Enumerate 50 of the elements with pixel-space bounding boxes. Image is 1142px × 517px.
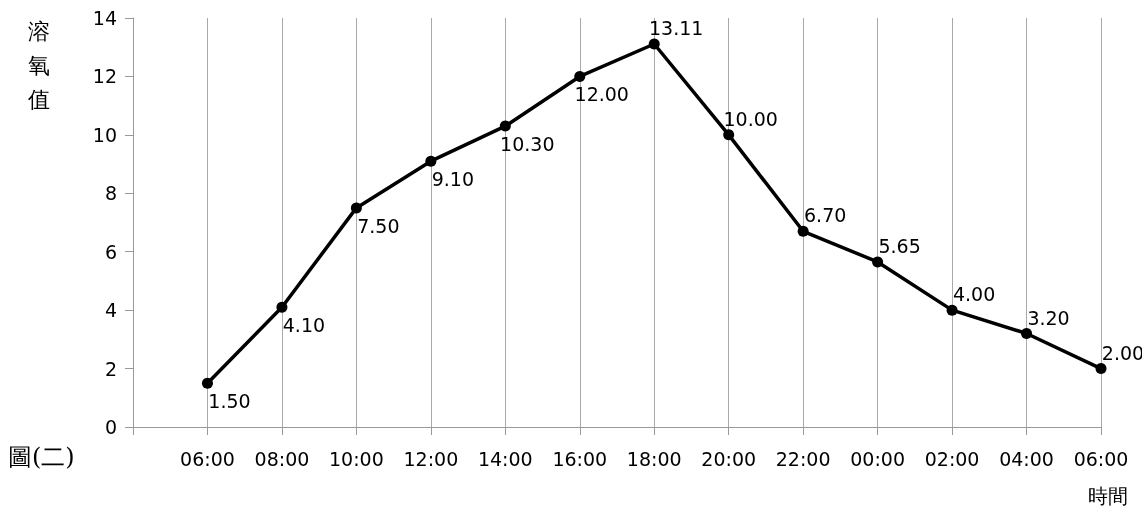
x-tick-label: 12:00 (403, 447, 459, 470)
x-tick-label: 10:00 (329, 447, 384, 470)
point (1095, 363, 1107, 375)
point (425, 155, 437, 167)
y-tick-label: 2 (104, 357, 117, 380)
data-label: 10.30 (500, 133, 555, 156)
x-tick-label: 04:00 (999, 447, 1054, 470)
y-tick-label: 6 (104, 240, 117, 263)
x-tick-label: 16:00 (552, 447, 608, 470)
point (723, 129, 735, 141)
data-label: 6.70 (804, 204, 847, 227)
text: 圖(二) (8, 443, 75, 471)
data-label: 10.00 (723, 107, 778, 130)
point (648, 38, 660, 50)
data-label: 12.00 (574, 83, 629, 106)
data-label: 13.11 (649, 17, 704, 39)
point (946, 304, 958, 316)
y-tick-label: 12 (92, 65, 117, 88)
x-tick-label: 20:00 (701, 447, 757, 470)
y-tick-label: 10 (92, 123, 117, 146)
y-axis-title: 溶氧值 (28, 18, 50, 112)
data-label: 2.00 (1101, 341, 1142, 364)
y-tick-label: 4 (104, 299, 117, 322)
data-label: 9.10 (431, 168, 474, 191)
point (276, 301, 288, 313)
x-tick-label: 00:00 (850, 447, 905, 470)
point (797, 225, 809, 237)
data-label: 1.50 (208, 390, 251, 413)
y-tick-label: 14 (92, 7, 117, 29)
data-label: 5.65 (878, 234, 921, 257)
point (499, 120, 511, 132)
data-label: 3.20 (1027, 306, 1070, 329)
x-tick-label: 06:00 (1073, 447, 1129, 470)
x-tick-label: 08:00 (254, 447, 310, 470)
point (872, 256, 884, 268)
point (1021, 328, 1033, 340)
y-tick-label: 0 (104, 416, 117, 438)
point (350, 202, 362, 214)
x-tick-label: 02:00 (924, 447, 980, 470)
x-tick-label: 14:00 (477, 447, 533, 470)
data-label: 4.00 (952, 283, 996, 306)
x-tick-label: 18:00 (626, 447, 682, 470)
x-axis-title: 時間 (1088, 484, 1128, 508)
x-tick-label: 06:00 (180, 447, 235, 470)
data-label: 4.10 (282, 314, 326, 337)
data-label: 7.50 (357, 214, 400, 237)
point (201, 377, 213, 389)
point (574, 70, 586, 82)
y-tick-label: 8 (104, 182, 117, 205)
x-tick-label: 22:00 (775, 447, 831, 470)
